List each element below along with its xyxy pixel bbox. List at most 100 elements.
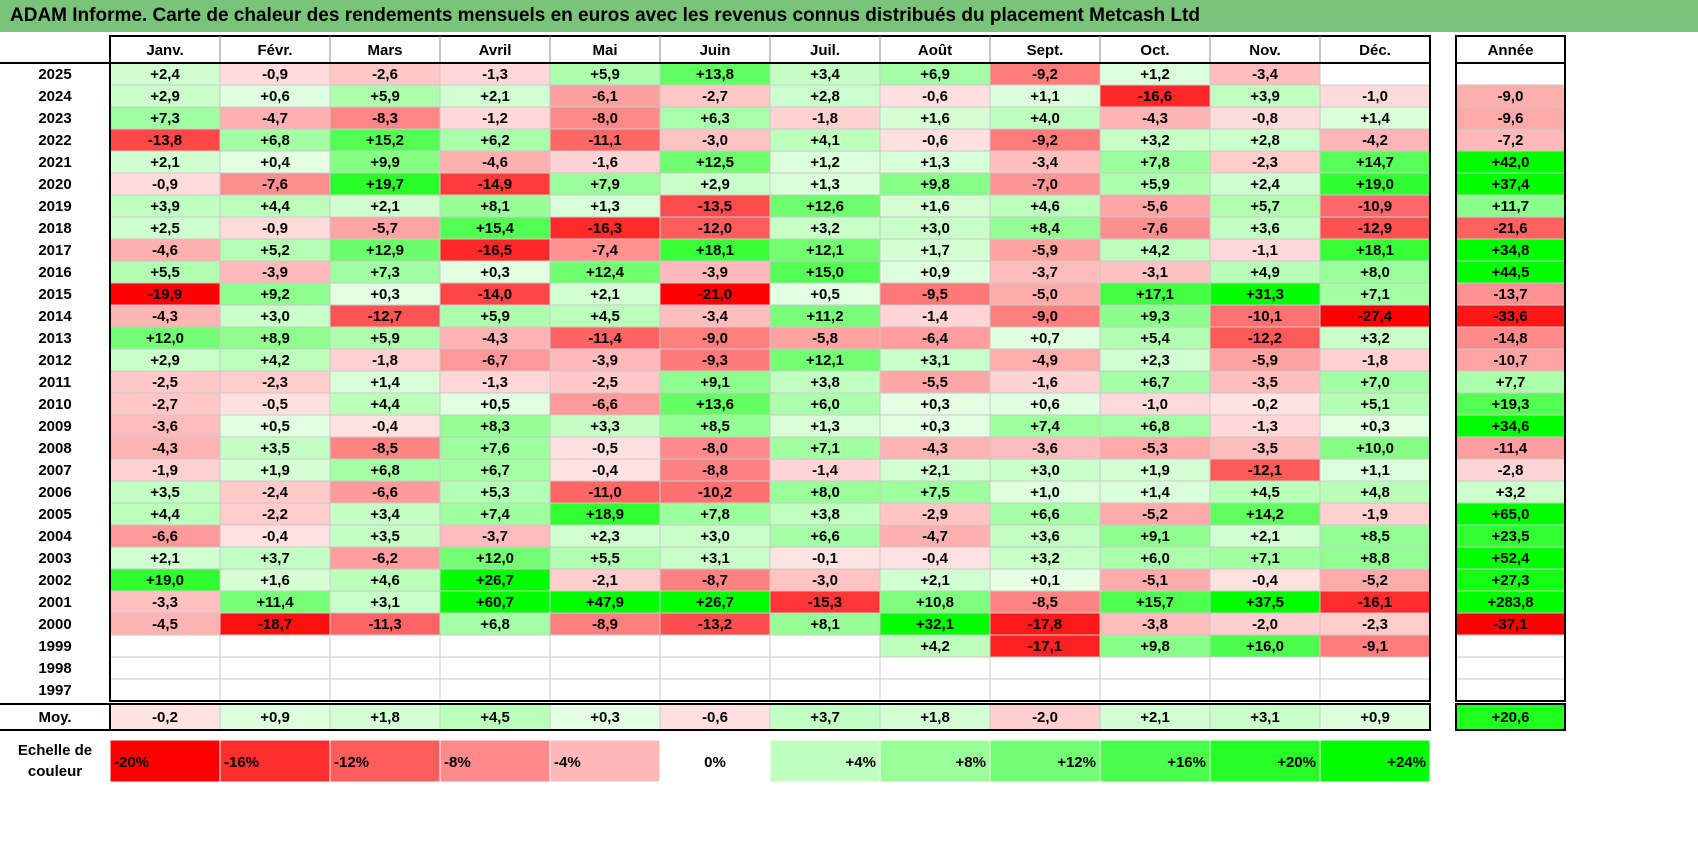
cell-value: -9,2 [1032,66,1058,83]
year-label: 2012 [38,352,71,369]
cell-value: +8,3 [480,418,510,435]
cell-value: +0,3 [1360,418,1390,435]
cell-value: -6,2 [372,550,398,567]
cell-value: +1,4 [1140,484,1170,501]
cell-value: +3,3 [590,418,620,435]
month-header: Nov. [1249,42,1280,59]
cell-value: +8,1 [810,616,840,633]
cell-value: +6,2 [480,132,510,149]
cell-value: +2,1 [920,572,950,589]
cell-value: +0,1 [1030,572,1060,589]
heat-cell [1319,62,1431,86]
cell-value: -4,9 [1032,352,1058,369]
cell-value: +1,1 [1030,88,1060,105]
cell-value: +4,2 [260,352,290,369]
cell-value: -2,4 [262,484,289,501]
cell-value: +3,6 [1250,220,1280,237]
average-annual-cell [1455,703,1566,731]
cell-value: +5,7 [1250,198,1280,215]
cell-value: +2,3 [1140,352,1170,369]
year-label: 1997 [38,682,71,699]
heat-cell [879,656,991,680]
heat-cell [1209,678,1321,702]
cell-value: +9,1 [700,374,730,391]
cell-value: -6,6 [372,484,398,501]
cell-value: +4,4 [370,396,400,413]
year-label: 2003 [38,550,71,567]
cell-value: -8,8 [702,462,728,479]
cell-value: -0,4 [922,550,949,567]
cell-value: -14,9 [478,176,512,193]
cell-value: -15,3 [808,594,842,611]
cell-value: +5,4 [1140,330,1170,347]
cell-value: +1,7 [920,242,950,259]
heat-cell [219,634,331,658]
cell-value: +4,4 [260,198,290,215]
cell-value: -0,5 [592,440,618,457]
cell-value: +3,1 [370,594,400,611]
heat-cell [109,634,221,658]
cell-value: -16,5 [478,242,512,259]
cell-value: -1,0 [1142,396,1168,413]
scale-swatch [329,739,441,783]
cell-value: +3,0 [700,528,730,545]
year-label: 2023 [38,110,71,127]
year-label: 2019 [38,198,71,215]
cell-value: +3,9 [150,198,180,215]
cell-value: +19,0 [146,572,184,589]
cell-value: -17,1 [1028,638,1062,655]
year-label: 2005 [38,506,71,523]
cell-value: -2,9 [922,506,948,523]
cell-value: +3,4 [810,66,840,83]
heat-cell [769,656,881,680]
heat-cell [989,678,1101,702]
cell-value: +0,7 [1030,330,1060,347]
heat-cell [329,678,441,702]
cell-value: +18,9 [586,506,624,523]
cell-value: +1,3 [590,198,620,215]
cell-value: +0,9 [920,264,950,281]
cell-value: -5,2 [1142,506,1168,523]
cell-value: -5,5 [922,374,948,391]
year-label: 2009 [38,418,71,435]
cell-value: -7,6 [1142,220,1168,237]
cell-value: -1,1 [1252,242,1278,259]
year-label: 2015 [38,286,71,303]
cell-value: -5,2 [1362,572,1388,589]
heat-cell [659,656,771,680]
cell-value: +0,5 [480,396,510,413]
cell-value: -1,2 [482,110,508,127]
cell-value: -2,2 [262,506,288,523]
cell-value: -3,4 [1252,66,1279,83]
cell-value: +32,1 [916,616,954,633]
cell-value: -0,4 [592,462,619,479]
year-label: 2001 [38,594,71,611]
cell-value: +8,0 [1360,264,1390,281]
month-header: Déc. [1359,42,1391,59]
cell-value: +4,2 [920,638,950,655]
scale-swatch [549,739,661,783]
cell-value: -7,0 [1032,176,1058,193]
year-label: 2017 [38,242,71,259]
annual-value: +283,8 [1487,594,1533,611]
heat-cell [549,656,661,680]
cell-value: +0,3 [370,286,400,303]
year-label: 2016 [38,264,71,281]
annual-value: -14,8 [1493,330,1527,347]
scale-swatch [879,739,991,783]
annual-value: -11,4 [1494,440,1528,457]
cell-value: -0,9 [152,176,178,193]
average-value: +3,7 [810,709,840,726]
cell-value: +15,7 [1136,594,1174,611]
scale-swatch [769,739,881,783]
heat-cell [439,678,551,702]
cell-value: +1,2 [810,154,840,171]
annual-value: +3,2 [1496,484,1526,501]
cell-value: +7,0 [1360,374,1390,391]
cell-value: +12,4 [586,264,625,281]
cell-value: +13,6 [696,396,734,413]
cell-value: +4,5 [590,308,620,325]
year-label: 1999 [38,638,71,655]
cell-value: +1,9 [260,462,290,479]
cell-value: +4,2 [1140,242,1170,259]
